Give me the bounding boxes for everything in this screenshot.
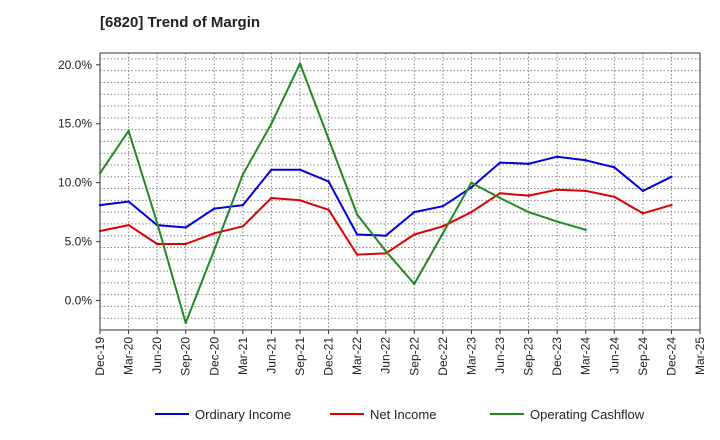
operating-cashflow-point <box>155 221 159 224</box>
x-tick-label: Mar-20 <box>122 337 136 375</box>
ordinary-income-point <box>355 233 359 236</box>
net-income-point <box>213 232 216 235</box>
ordinary-income-point <box>555 155 559 158</box>
x-tick-label: Jun-21 <box>264 337 278 374</box>
ordinary-income-point <box>584 159 587 162</box>
net-income-point <box>584 189 587 193</box>
net-income-point <box>441 225 445 228</box>
x-tick-label: Dec-20 <box>207 337 221 376</box>
operating-cashflow-point <box>270 122 273 125</box>
ordinary-income-point <box>527 162 530 165</box>
net-income-point <box>270 196 273 200</box>
net-income-point <box>241 225 245 228</box>
net-income-point <box>98 229 102 233</box>
gridlines <box>100 53 700 331</box>
ordinary-income-point <box>98 203 102 207</box>
net-income-point <box>155 242 159 246</box>
x-tick-label: Sep-24 <box>636 337 650 376</box>
series-lines <box>98 62 673 325</box>
ordinary-income-point <box>127 200 130 203</box>
net-income-point <box>298 199 302 202</box>
net-income-point <box>613 195 616 199</box>
ordinary-income-point <box>270 168 273 171</box>
net-income-legend-label: Net Income <box>370 407 436 422</box>
y-tick-label: 5.0% <box>65 235 93 249</box>
y-tick-label: 15.0% <box>58 117 92 131</box>
net-income-point <box>127 223 130 227</box>
x-tick-label: Dec-24 <box>664 337 678 376</box>
ordinary-income-point <box>470 186 473 189</box>
x-tick-label: Mar-22 <box>350 337 364 375</box>
x-tick-label: Jun-24 <box>607 337 621 374</box>
x-tick-label: Sep-20 <box>179 337 193 376</box>
ordinary-income-point <box>441 205 445 208</box>
net-income-point <box>527 194 530 197</box>
operating-cashflow-point <box>298 62 302 65</box>
operating-cashflow-point <box>98 172 102 175</box>
x-tick-label: Jun-20 <box>150 337 164 374</box>
net-income-point <box>184 242 187 246</box>
operating-cashflow-point <box>413 282 416 286</box>
operating-cashflow-point <box>213 248 216 252</box>
x-tick-label: Dec-22 <box>436 337 450 376</box>
x-axis-ticks: Dec-19 Mar-20 Jun-20 Sep-20 Dec-20 Mar-21 Jun-… <box>93 330 707 376</box>
chart-title: [6820] Trend of Margin <box>100 14 261 31</box>
x-tick-label: Jun-22 <box>379 337 393 374</box>
y-tick-label: 10.0% <box>58 176 92 190</box>
plot-area <box>99 52 701 331</box>
ordinary-income-point <box>241 203 245 207</box>
operating-cashflow-point <box>241 173 245 176</box>
net-income-point <box>670 203 673 207</box>
x-tick-label: Mar-21 <box>236 337 250 375</box>
x-tick-label: Sep-21 <box>293 337 307 376</box>
x-tick-label: Dec-19 <box>93 337 107 376</box>
legend: Ordinary Income Net Income Operating Cashf… <box>155 407 645 422</box>
operating-cashflow-point <box>327 137 330 141</box>
x-tick-label: Dec-23 <box>550 337 564 376</box>
operating-cashflow-legend-label: Operating Cashflow <box>530 407 645 422</box>
ordinary-income-point <box>384 234 387 237</box>
net-income-point <box>470 210 473 214</box>
y-axis-ticks: 20.0% 15.0% 10.0% 5.0% 0.0% <box>58 58 100 308</box>
x-tick-label: Sep-22 <box>407 337 421 376</box>
ordinary-income-legend-label: Ordinary Income <box>195 407 291 422</box>
ordinary-income-point <box>498 161 502 164</box>
ordinary-income-point <box>213 207 216 210</box>
net-income-point <box>327 208 330 211</box>
operating-cashflow-point <box>355 213 359 216</box>
ordinary-income-point <box>613 166 616 169</box>
x-tick-label: Jun-23 <box>493 337 507 374</box>
ordinary-income-point <box>298 168 302 171</box>
x-tick-label: Mar-24 <box>579 337 593 375</box>
operating-cashflow-point <box>384 249 387 253</box>
operating-cashflow-point <box>498 196 502 200</box>
net-income-point <box>413 233 416 236</box>
operating-cashflow-point <box>184 321 187 325</box>
net-income-point <box>355 253 359 256</box>
operating-cashflow-point <box>127 129 130 132</box>
operating-cashflow-point <box>555 220 559 223</box>
ordinary-income-point <box>184 226 187 229</box>
operating-cashflow-point <box>584 228 587 232</box>
ordinary-income-point <box>413 210 416 214</box>
x-tick-label: Mar-25 <box>693 337 707 375</box>
y-tick-label: 0.0% <box>65 294 93 308</box>
net-income-point <box>498 192 502 195</box>
operating-cashflow-point <box>470 181 473 184</box>
x-tick-label: Dec-21 <box>322 337 336 376</box>
operating-cashflow-point <box>527 210 530 214</box>
net-income-point <box>641 212 645 215</box>
operating-cashflow-line <box>99 62 586 324</box>
ordinary-income-point <box>670 175 673 178</box>
ordinary-income-point <box>327 180 330 183</box>
y-tick-label: 20.0% <box>58 58 92 72</box>
operating-cashflow-point <box>441 232 445 235</box>
x-tick-label: Mar-23 <box>464 337 478 375</box>
ordinary-income-point <box>641 189 645 193</box>
x-tick-label: Sep-23 <box>522 337 536 376</box>
net-income-point <box>555 188 559 191</box>
